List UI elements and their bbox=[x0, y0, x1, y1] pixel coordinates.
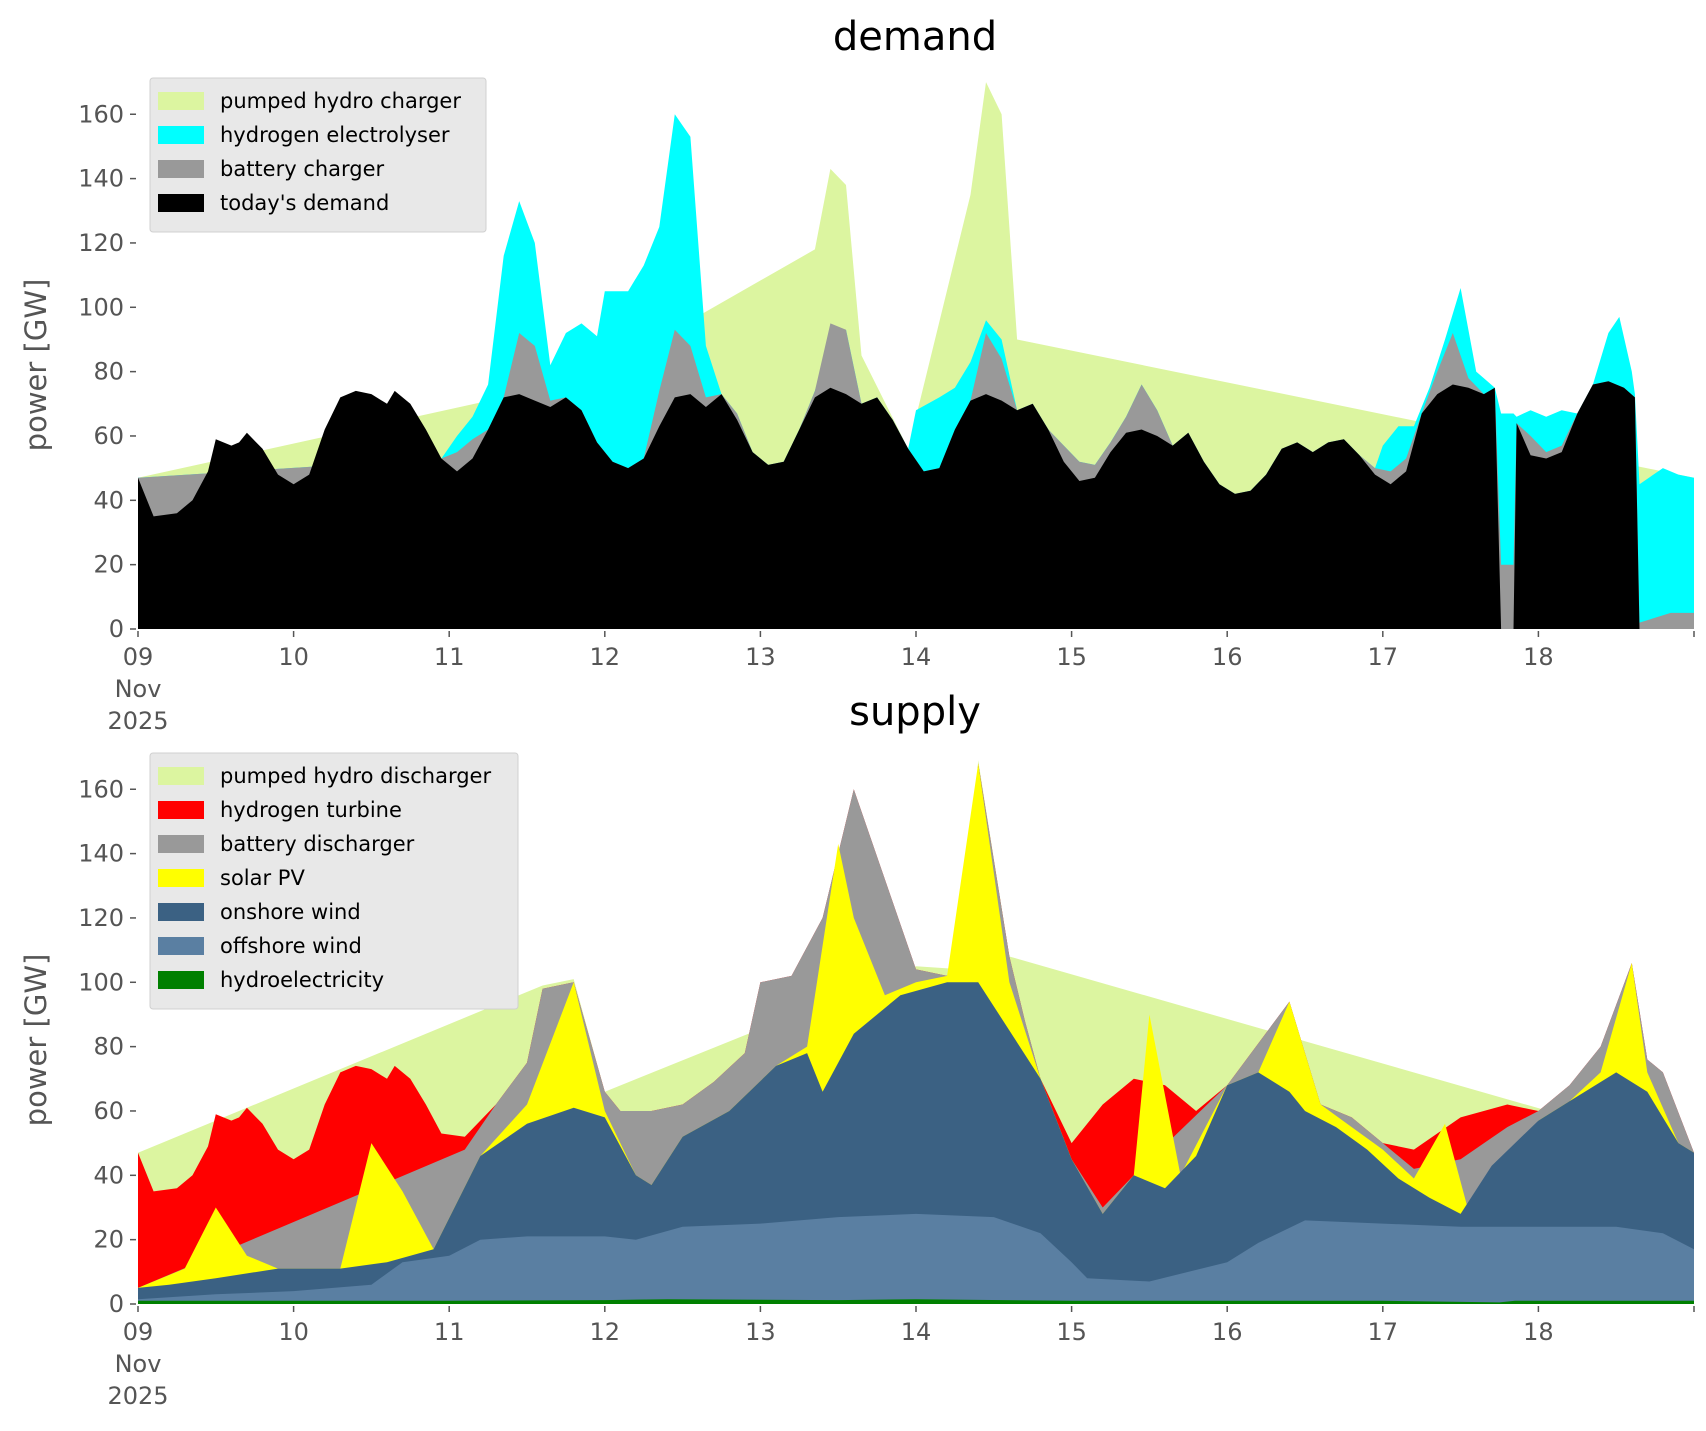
supply-legend-swatch-offshore-wind bbox=[158, 937, 204, 955]
demand-x-tick-label: 16 bbox=[1212, 643, 1243, 671]
supply-legend-swatch-pumped-hydro-discharger bbox=[158, 767, 204, 785]
demand-y-tick-label: 0 bbox=[109, 615, 124, 643]
supply-y-tick-label: 0 bbox=[109, 1290, 124, 1318]
demand-x-ticks: 09 Nov 2025 10 11 12 13 14 15 16 17 18 bbox=[107, 631, 1695, 735]
supply-legend-label-pumped-hydro-discharger: pumped hydro discharger bbox=[220, 764, 491, 788]
demand-x-tick-label: 18 bbox=[1523, 643, 1554, 671]
supply-title: supply bbox=[849, 689, 981, 735]
supply-y-axis-label: power [GW] bbox=[19, 954, 53, 1127]
supply-legend-label-offshore-wind: offshore wind bbox=[220, 934, 362, 958]
supply-x-tick-label: 2025 bbox=[107, 1382, 168, 1410]
supply-x-tick-label: 18 bbox=[1523, 1318, 1554, 1346]
demand-legend-swatch-hydrogen-electrolyser bbox=[158, 126, 204, 144]
demand-x-tick-label: 13 bbox=[745, 643, 776, 671]
supply-y-tick-label: 20 bbox=[93, 1226, 124, 1254]
supply-y-tick-label: 100 bbox=[78, 968, 124, 996]
demand-legend-label-battery-charger: battery charger bbox=[220, 157, 385, 181]
supply-legend-label-battery-discharger: battery discharger bbox=[220, 832, 415, 856]
supply-area-offshore-wind bbox=[138, 1213, 1694, 1304]
demand-panel: demand power [GW] 020406080100120140160 … bbox=[19, 14, 1695, 735]
demand-x-tick-label: 10 bbox=[278, 643, 309, 671]
supply-x-tick-label: 14 bbox=[901, 1318, 932, 1346]
supply-legend-swatch-onshore-wind bbox=[158, 903, 204, 921]
demand-x-tick-label: 11 bbox=[434, 643, 465, 671]
supply-x-tick-label: Nov bbox=[115, 1350, 162, 1378]
supply-legend-swatch-hydrogen-turbine bbox=[158, 801, 204, 819]
demand-legend: pumped hydro charger hydrogen electrolyse… bbox=[149, 77, 487, 233]
demand-x-tick-label: 14 bbox=[901, 643, 932, 671]
supply-x-tick-label: 17 bbox=[1368, 1318, 1399, 1346]
demand-y-tick-label: 160 bbox=[78, 100, 124, 128]
supply-y-tick-label: 120 bbox=[78, 904, 124, 932]
demand-legend-label-hydrogen-electrolyser: hydrogen electrolyser bbox=[220, 123, 450, 147]
supply-area-hydroelectricity bbox=[138, 1299, 1694, 1304]
demand-x-tick-label: 17 bbox=[1368, 643, 1399, 671]
demand-legend-label-pumped-hydro-charger: pumped hydro charger bbox=[220, 89, 461, 113]
demand-legend-swatch-pumped-hydro-charger bbox=[158, 92, 204, 110]
supply-legend-swatch-battery-discharger bbox=[158, 835, 204, 853]
supply-legend-label-hydrogen-turbine: hydrogen turbine bbox=[220, 798, 402, 822]
supply-x-tick-label: 10 bbox=[278, 1318, 309, 1346]
supply-legend-label-hydroelectricity: hydroelectricity bbox=[220, 968, 384, 992]
demand-y-tick-label: 40 bbox=[93, 486, 124, 514]
supply-x-tick-label: 11 bbox=[434, 1318, 465, 1346]
demand-y-tick-label: 20 bbox=[93, 551, 124, 579]
demand-legend-swatch-today-s-demand bbox=[158, 194, 204, 212]
supply-y-tick-label: 80 bbox=[93, 1033, 124, 1061]
demand-y-ticks: 0 20 40 60 80 100 120 140 160 bbox=[78, 100, 136, 643]
supply-x-tick-label: 16 bbox=[1212, 1318, 1243, 1346]
demand-title: demand bbox=[833, 14, 997, 60]
supply-y-ticks: 0 20 40 60 80 100 120 140 160 bbox=[78, 775, 136, 1318]
demand-x-tick-label: Nov bbox=[115, 675, 162, 703]
demand-area-series bbox=[138, 82, 1694, 630]
demand-legend-label-today-s-demand: today's demand bbox=[220, 191, 389, 215]
supply-x-tick-label: 09 bbox=[123, 1318, 154, 1346]
demand-x-tick-label: 09 bbox=[123, 643, 154, 671]
supply-legend-box bbox=[149, 752, 519, 1010]
supply-x-tick-label: 13 bbox=[745, 1318, 776, 1346]
supply-x-tick-label: 15 bbox=[1056, 1318, 1087, 1346]
demand-y-tick-label: 100 bbox=[78, 293, 124, 321]
demand-legend-box bbox=[149, 77, 487, 233]
demand-x-tick-label: 12 bbox=[590, 643, 621, 671]
supply-legend-label-onshore-wind: onshore wind bbox=[220, 900, 361, 924]
demand-y-axis-label: power [GW] bbox=[19, 279, 53, 452]
demand-y-tick-label: 60 bbox=[93, 422, 124, 450]
demand-x-tick-label: 2025 bbox=[107, 707, 168, 735]
supply-legend-swatch-hydroelectricity bbox=[158, 971, 204, 989]
supply-y-tick-label: 160 bbox=[78, 775, 124, 803]
supply-x-ticks: 09 Nov 2025 10 11 12 13 14 15 16 17 18 bbox=[107, 1306, 1695, 1410]
demand-y-tick-label: 140 bbox=[78, 165, 124, 193]
supply-area-series bbox=[138, 760, 1694, 1304]
supply-y-tick-label: 60 bbox=[93, 1097, 124, 1125]
demand-y-tick-label: 120 bbox=[78, 229, 124, 257]
supply-x-tick-label: 12 bbox=[590, 1318, 621, 1346]
demand-y-tick-label: 80 bbox=[93, 358, 124, 386]
supply-legend: pumped hydro discharger hydrogen turbine b… bbox=[149, 752, 519, 1010]
supply-y-tick-label: 40 bbox=[93, 1161, 124, 1189]
demand-x-tick-label: 15 bbox=[1056, 643, 1087, 671]
demand-area-today-s-demand bbox=[138, 381, 1694, 629]
supply-y-tick-label: 140 bbox=[78, 840, 124, 868]
demand-legend-swatch-battery-charger bbox=[158, 160, 204, 178]
supply-panel: supply power [GW] 020406080100120140160 … bbox=[19, 689, 1695, 1410]
supply-legend-swatch-solar-pv bbox=[158, 869, 204, 887]
supply-legend-label-solar-pv: solar PV bbox=[220, 866, 305, 890]
